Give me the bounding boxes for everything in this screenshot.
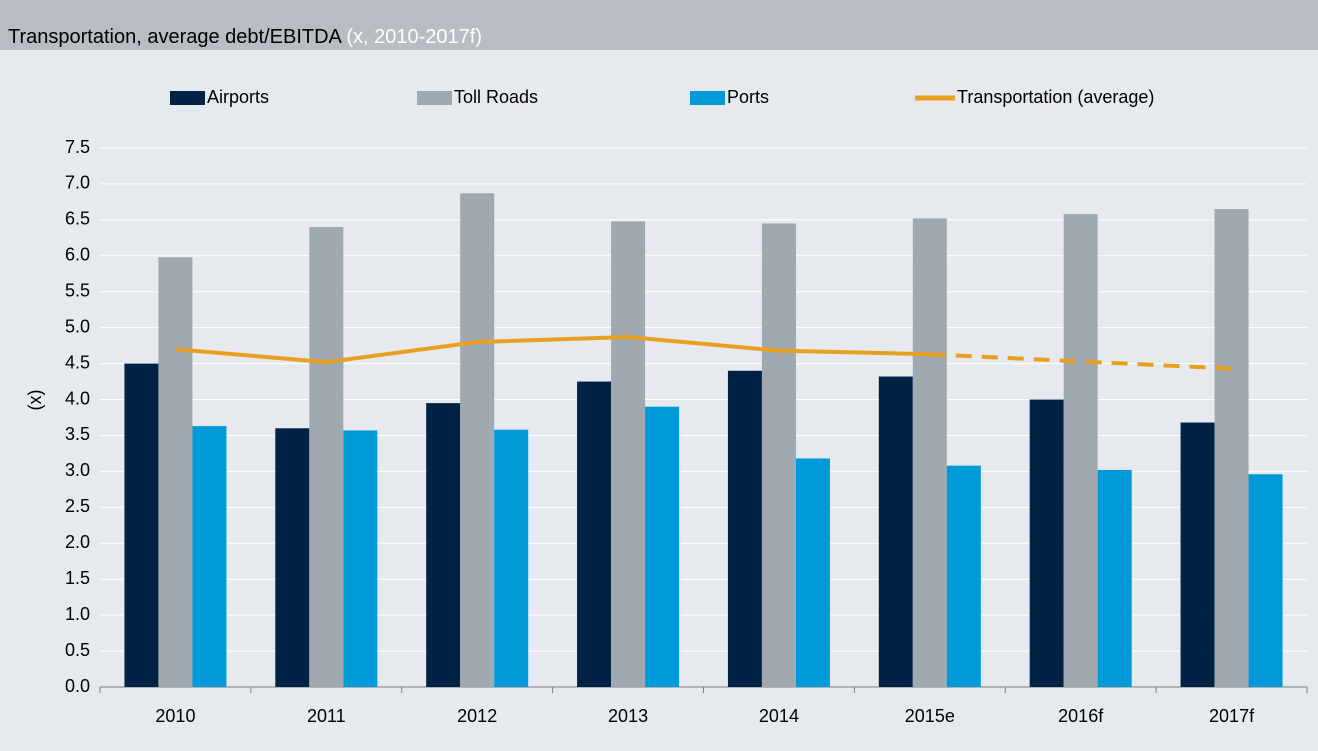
y-tick-label: 4.5 [65,352,90,372]
y-axis-label: (x) [25,390,45,411]
bar [494,429,529,687]
legend-label: Transportation (average) [957,87,1154,107]
bar [912,218,947,688]
bar [577,381,612,687]
x-tick-label: 2016f [1058,706,1104,726]
title-main: Transportation, average debt/EBITDA [8,26,343,48]
legend-swatch [170,91,205,105]
bar [878,376,913,687]
legend-swatch [690,91,725,105]
bar [1248,474,1283,687]
bar [158,257,193,687]
y-tick-label: 5.5 [65,280,90,300]
x-tick-label: 2010 [155,706,195,726]
bar [1097,469,1132,687]
x-tick-label: 2013 [608,706,648,726]
bar [645,406,680,687]
y-tick-label: 7.5 [65,137,90,157]
bar [1063,214,1098,687]
bar [795,458,830,687]
bar [460,193,495,687]
bar [1180,422,1215,687]
legend-label: Ports [727,87,769,107]
y-tick-label: 0.0 [65,676,90,696]
x-tick-label: 2017f [1209,706,1255,726]
bar [192,426,227,687]
bar [124,363,159,687]
chart-title: Transportation, average debt/EBITDA (x, … [8,26,482,48]
bar [309,227,344,687]
y-tick-label: 3.5 [65,424,90,444]
bar [343,430,378,687]
y-tick-label: 6.0 [65,245,90,265]
header-bar [0,0,1318,50]
y-tick-label: 1.5 [65,568,90,588]
x-tick-label: 2012 [457,706,497,726]
bar [611,221,646,687]
legend-label: Toll Roads [454,87,538,107]
legend-swatch [417,91,452,105]
line [175,335,930,365]
y-tick-label: 0.5 [65,640,90,660]
y-tick-label: 2.0 [65,532,90,552]
bar [275,428,310,687]
bar [946,465,981,687]
x-tick-label: 2015e [905,706,955,726]
y-tick-label: 7.0 [65,173,90,193]
y-tick-label: 2.5 [65,496,90,516]
title-sub: (x, 2010-2017f) [346,26,482,48]
bar [727,370,762,687]
x-tick-label: 2011 [307,706,346,726]
y-tick-label: 5.0 [65,316,90,336]
x-tick-label: 2014 [759,706,799,726]
bar [1214,209,1249,687]
y-tick-label: 1.0 [65,604,90,624]
y-tick-label: 3.0 [65,460,90,480]
bar [761,223,796,687]
bar [426,403,461,687]
bar [1029,399,1064,687]
y-tick-label: 6.5 [65,209,90,229]
legend-label: Airports [207,87,269,107]
y-tick-label: 4.0 [65,388,90,408]
